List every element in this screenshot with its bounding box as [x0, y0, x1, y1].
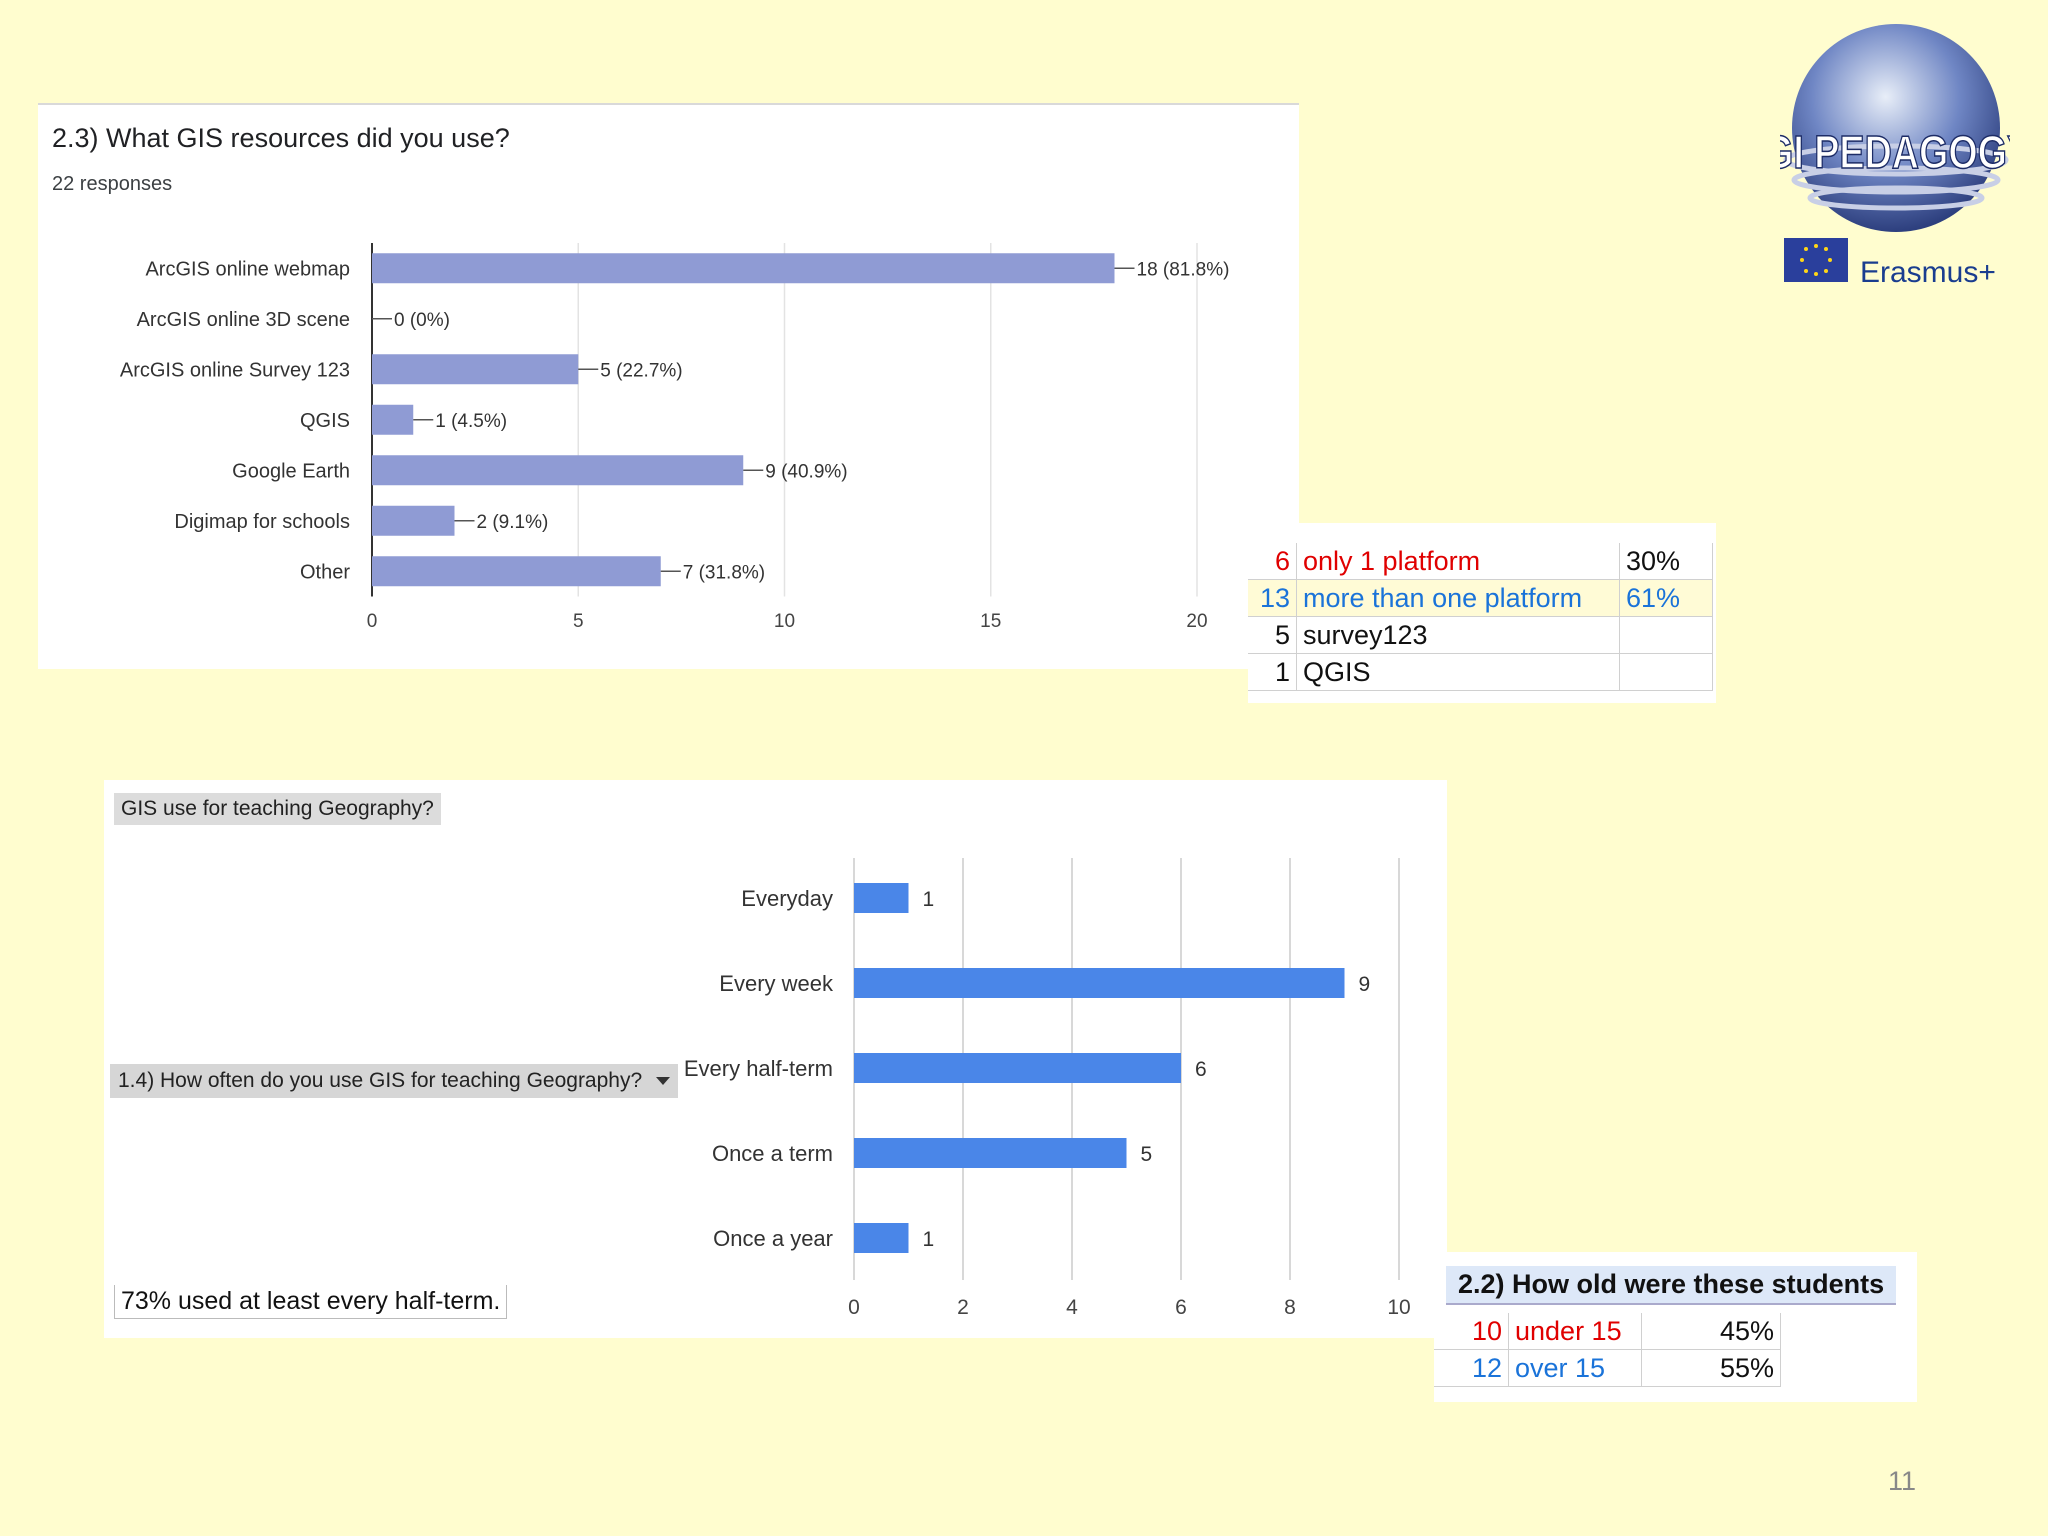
category-label: Once a term: [712, 1141, 833, 1166]
percent-cell: 61%: [1619, 579, 1713, 617]
data-label: 6: [1195, 1058, 1207, 1081]
data-label: 7 (31.8%): [683, 562, 765, 583]
gis-frequency-bar-chart: 0 2 4 6 8 10 Everyday 1 Every week 9 Every half-te…: [684, 858, 1411, 1319]
bar: [854, 968, 1345, 998]
platform-summary-table: 6 only 1 platform 30% 13 more than one platf…: [1248, 523, 1716, 703]
eu-flag-icon: [1784, 238, 1848, 282]
data-label: 5: [1141, 1143, 1153, 1166]
x-tick-label: 6: [1175, 1296, 1187, 1319]
label-cell: survey123: [1296, 616, 1620, 654]
chart2-title: GIS use for teaching Geography?: [114, 793, 441, 825]
x-tick-label: 20: [1186, 611, 1207, 632]
age-table-title: 2.2) How old were these students: [1446, 1266, 1897, 1305]
bar: [372, 505, 455, 536]
summary-note: 73% used at least every half-term.: [114, 1285, 508, 1319]
data-label: 18 (81.8%): [1137, 259, 1230, 280]
count-cell: 5: [1248, 616, 1297, 654]
filter-dropdown-label: 1.4) How often do you use GIS for teachi…: [118, 1069, 643, 1092]
bar: [854, 1138, 1127, 1168]
category-label: Other: [300, 561, 350, 583]
percent-cell: 30%: [1619, 543, 1713, 580]
table-row: 12 over 15 55%: [1434, 1349, 1781, 1387]
label-cell: QGIS: [1296, 653, 1620, 691]
data-label: 9 (40.9%): [765, 461, 847, 482]
percent-cell: 45%: [1641, 1313, 1781, 1350]
x-tick-label: 4: [1066, 1296, 1078, 1319]
bar: [854, 1053, 1181, 1083]
category-label: Everyday: [741, 886, 833, 911]
chart1-title: 2.3) What GIS resources did you use?: [52, 123, 510, 153]
percent-cell: 55%: [1641, 1349, 1781, 1387]
gis-frequency-chart-panel: GIS use for teaching Geography? 1.4) How…: [104, 780, 1447, 1338]
percent-cell: [1619, 653, 1713, 691]
table-row: 10 under 15 45%: [1434, 1313, 1781, 1350]
category-label: Every week: [719, 971, 834, 996]
count-cell: 12: [1434, 1349, 1509, 1387]
gis-resources-bar-chart: 0 5 10 15 20 ArcGIS online webmap 18 (81.8%) Ar…: [120, 243, 1230, 632]
x-tick-label: 8: [1284, 1296, 1296, 1319]
gis-resources-chart-panel: 2.3) What GIS resources did you use? 22 …: [38, 103, 1299, 669]
bar: [854, 883, 909, 913]
globe-logo-icon: GI PEDAGOGY: [1763, 24, 2033, 232]
category-label: Once a year: [713, 1226, 833, 1251]
count-cell: 6: [1248, 543, 1297, 580]
percent-cell: [1619, 616, 1713, 654]
student-age-table: 2.2) How old were these students 10 under…: [1434, 1252, 1917, 1402]
erasmus-plus-label: Erasmus+: [1860, 256, 1996, 289]
table-row: 13 more than one platform 61%: [1248, 579, 1713, 617]
category-label: ArcGIS online 3D scene: [137, 309, 350, 331]
label-cell: more than one platform: [1296, 579, 1620, 617]
table-row: 6 only 1 platform 30%: [1248, 543, 1713, 580]
x-tick-label: 10: [774, 611, 795, 632]
panel-top-border: [38, 103, 1299, 105]
chart1-subtitle: 22 responses: [52, 173, 173, 195]
x-tick-label: 10: [1387, 1296, 1410, 1319]
x-tick-label: 15: [980, 611, 1001, 632]
x-tick-label: 0: [367, 611, 378, 632]
table-row: 1 QGIS: [1248, 653, 1713, 691]
dropdown-arrow-icon: [656, 1077, 671, 1085]
data-label: 1 (4.5%): [435, 411, 507, 432]
bar: [372, 354, 579, 385]
bar: [372, 556, 661, 587]
x-tick-label: 0: [848, 1296, 860, 1319]
data-label: 1: [923, 888, 935, 911]
label-cell: over 15: [1508, 1349, 1642, 1387]
filter-dropdown[interactable]: 1.4) How often do you use GIS for teachi…: [110, 1064, 679, 1098]
bar: [372, 253, 1115, 284]
data-label: 0 (0%): [394, 310, 450, 331]
table-row: 5 survey123: [1248, 616, 1713, 654]
category-label: ArcGIS online webmap: [145, 258, 350, 280]
category-label: ArcGIS online Survey 123: [120, 359, 350, 381]
slide-number: 11: [1888, 1466, 1917, 1496]
count-cell: 10: [1434, 1313, 1509, 1350]
category-label: Google Earth: [232, 460, 350, 482]
bar: [854, 1223, 909, 1253]
x-tick-label: 5: [573, 611, 584, 632]
x-tick-label: 2: [957, 1296, 969, 1319]
data-label: 9: [1359, 973, 1371, 996]
label-cell: under 15: [1508, 1313, 1642, 1350]
age-table: 10 under 15 45% 12 over 15 55%: [1434, 1313, 1781, 1387]
data-label: 2 (9.1%): [477, 512, 549, 533]
category-label: QGIS: [300, 410, 350, 432]
count-cell: 1: [1248, 653, 1297, 691]
data-label: 1: [923, 1228, 935, 1251]
category-label: Digimap for schools: [174, 511, 350, 533]
data-label: 5 (22.7%): [600, 360, 682, 381]
category-label: Every half-term: [684, 1056, 833, 1081]
bar: [372, 455, 744, 486]
bar: [372, 404, 414, 435]
logo-text: GI PEDAGOGY: [1780, 126, 2010, 177]
platform-table: 6 only 1 platform 30% 13 more than one platf…: [1248, 543, 1713, 691]
count-cell: 13: [1248, 579, 1297, 617]
label-cell: only 1 platform: [1296, 543, 1620, 580]
gi-pedagogy-logo: GI PEDAGOGY Erasmus+: [1763, 20, 2033, 290]
